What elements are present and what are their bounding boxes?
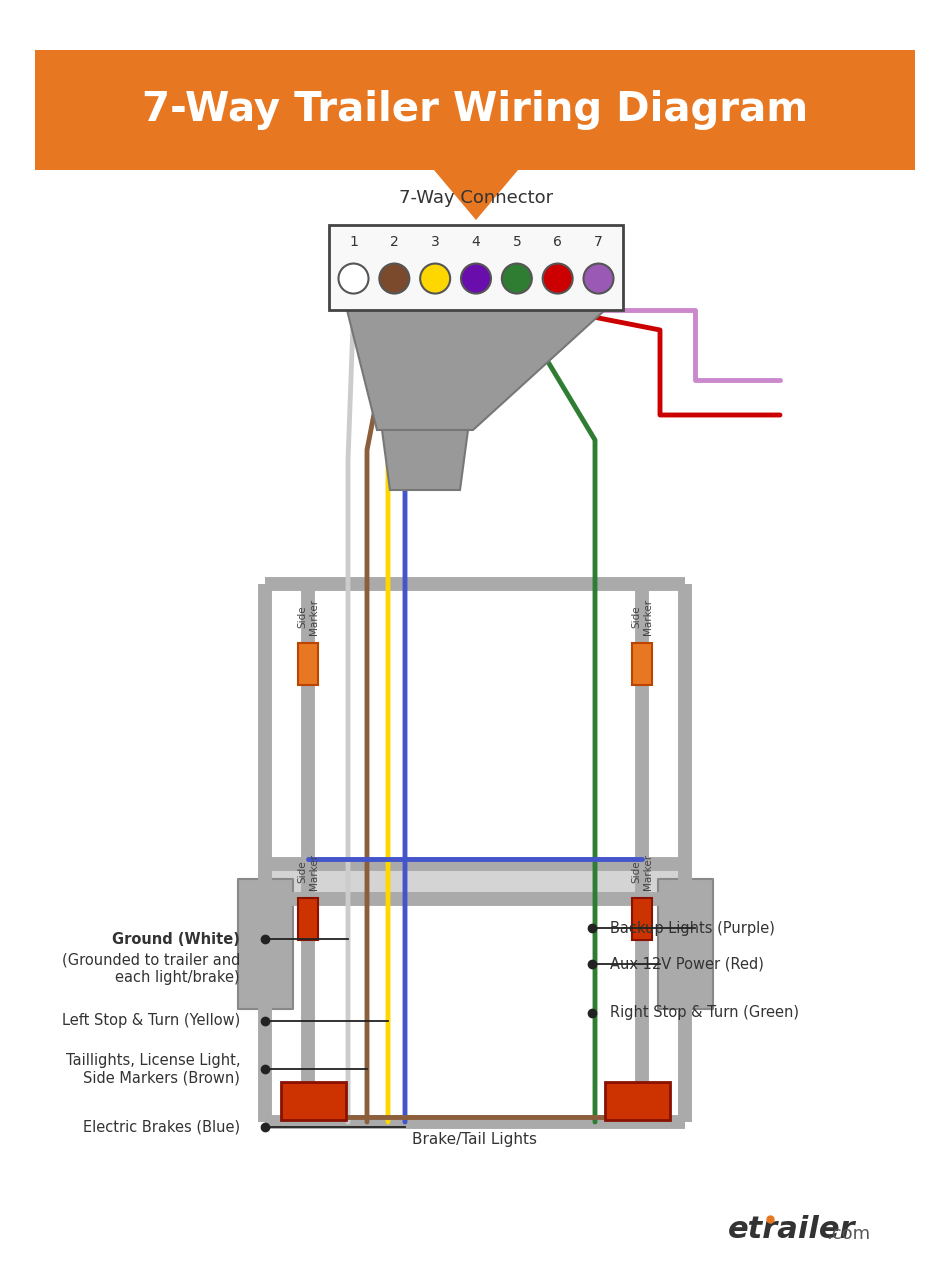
Text: 4: 4 <box>471 235 481 249</box>
Text: etrailer: etrailer <box>728 1216 856 1244</box>
Circle shape <box>338 263 369 294</box>
Text: 7-Way Connector: 7-Way Connector <box>399 189 553 207</box>
Text: Electric Brakes (Blue): Electric Brakes (Blue) <box>83 1120 240 1135</box>
Bar <box>238 880 293 1009</box>
Text: Backup Lights (Purple): Backup Lights (Purple) <box>610 921 775 936</box>
Polygon shape <box>347 309 605 430</box>
Text: Aux 12V Power (Red): Aux 12V Power (Red) <box>610 957 764 972</box>
Circle shape <box>502 263 532 294</box>
Text: 2: 2 <box>390 235 399 249</box>
Bar <box>280 1082 346 1120</box>
Bar <box>329 225 623 309</box>
Text: Left Stop & Turn (Yellow): Left Stop & Turn (Yellow) <box>62 1013 240 1028</box>
Circle shape <box>461 263 491 294</box>
Text: Side
Marker: Side Marker <box>297 854 319 890</box>
Text: 5: 5 <box>512 235 522 249</box>
Text: Side
Marker: Side Marker <box>631 598 653 636</box>
Bar <box>657 880 712 1009</box>
Text: 1: 1 <box>349 235 358 249</box>
Text: Side
Marker: Side Marker <box>297 598 319 636</box>
Text: (Grounded to trailer and
each light/brake): (Grounded to trailer and each light/brak… <box>62 953 240 985</box>
Polygon shape <box>382 430 468 490</box>
Bar <box>632 898 652 940</box>
Bar <box>632 643 652 684</box>
Circle shape <box>583 263 614 294</box>
Polygon shape <box>434 169 518 220</box>
Text: .com: .com <box>826 1225 870 1243</box>
Text: Side
Marker: Side Marker <box>631 854 653 890</box>
Bar <box>298 643 318 684</box>
Text: Ground (White): Ground (White) <box>112 931 240 946</box>
Text: 6: 6 <box>553 235 562 249</box>
Circle shape <box>420 263 450 294</box>
Bar <box>35 50 915 169</box>
Text: Brake/Tail Lights: Brake/Tail Lights <box>412 1132 538 1147</box>
Text: Taillights, License Light,
Side Markers (Brown): Taillights, License Light, Side Markers … <box>66 1053 240 1085</box>
Text: 7: 7 <box>594 235 603 249</box>
Bar <box>260 864 690 899</box>
Circle shape <box>542 263 573 294</box>
Bar <box>604 1082 670 1120</box>
Bar <box>298 898 318 940</box>
Text: 3: 3 <box>430 235 440 249</box>
Circle shape <box>379 263 409 294</box>
Text: Right Stop & Turn (Green): Right Stop & Turn (Green) <box>610 1005 799 1021</box>
Text: 7-Way Trailer Wiring Diagram: 7-Way Trailer Wiring Diagram <box>142 90 808 130</box>
